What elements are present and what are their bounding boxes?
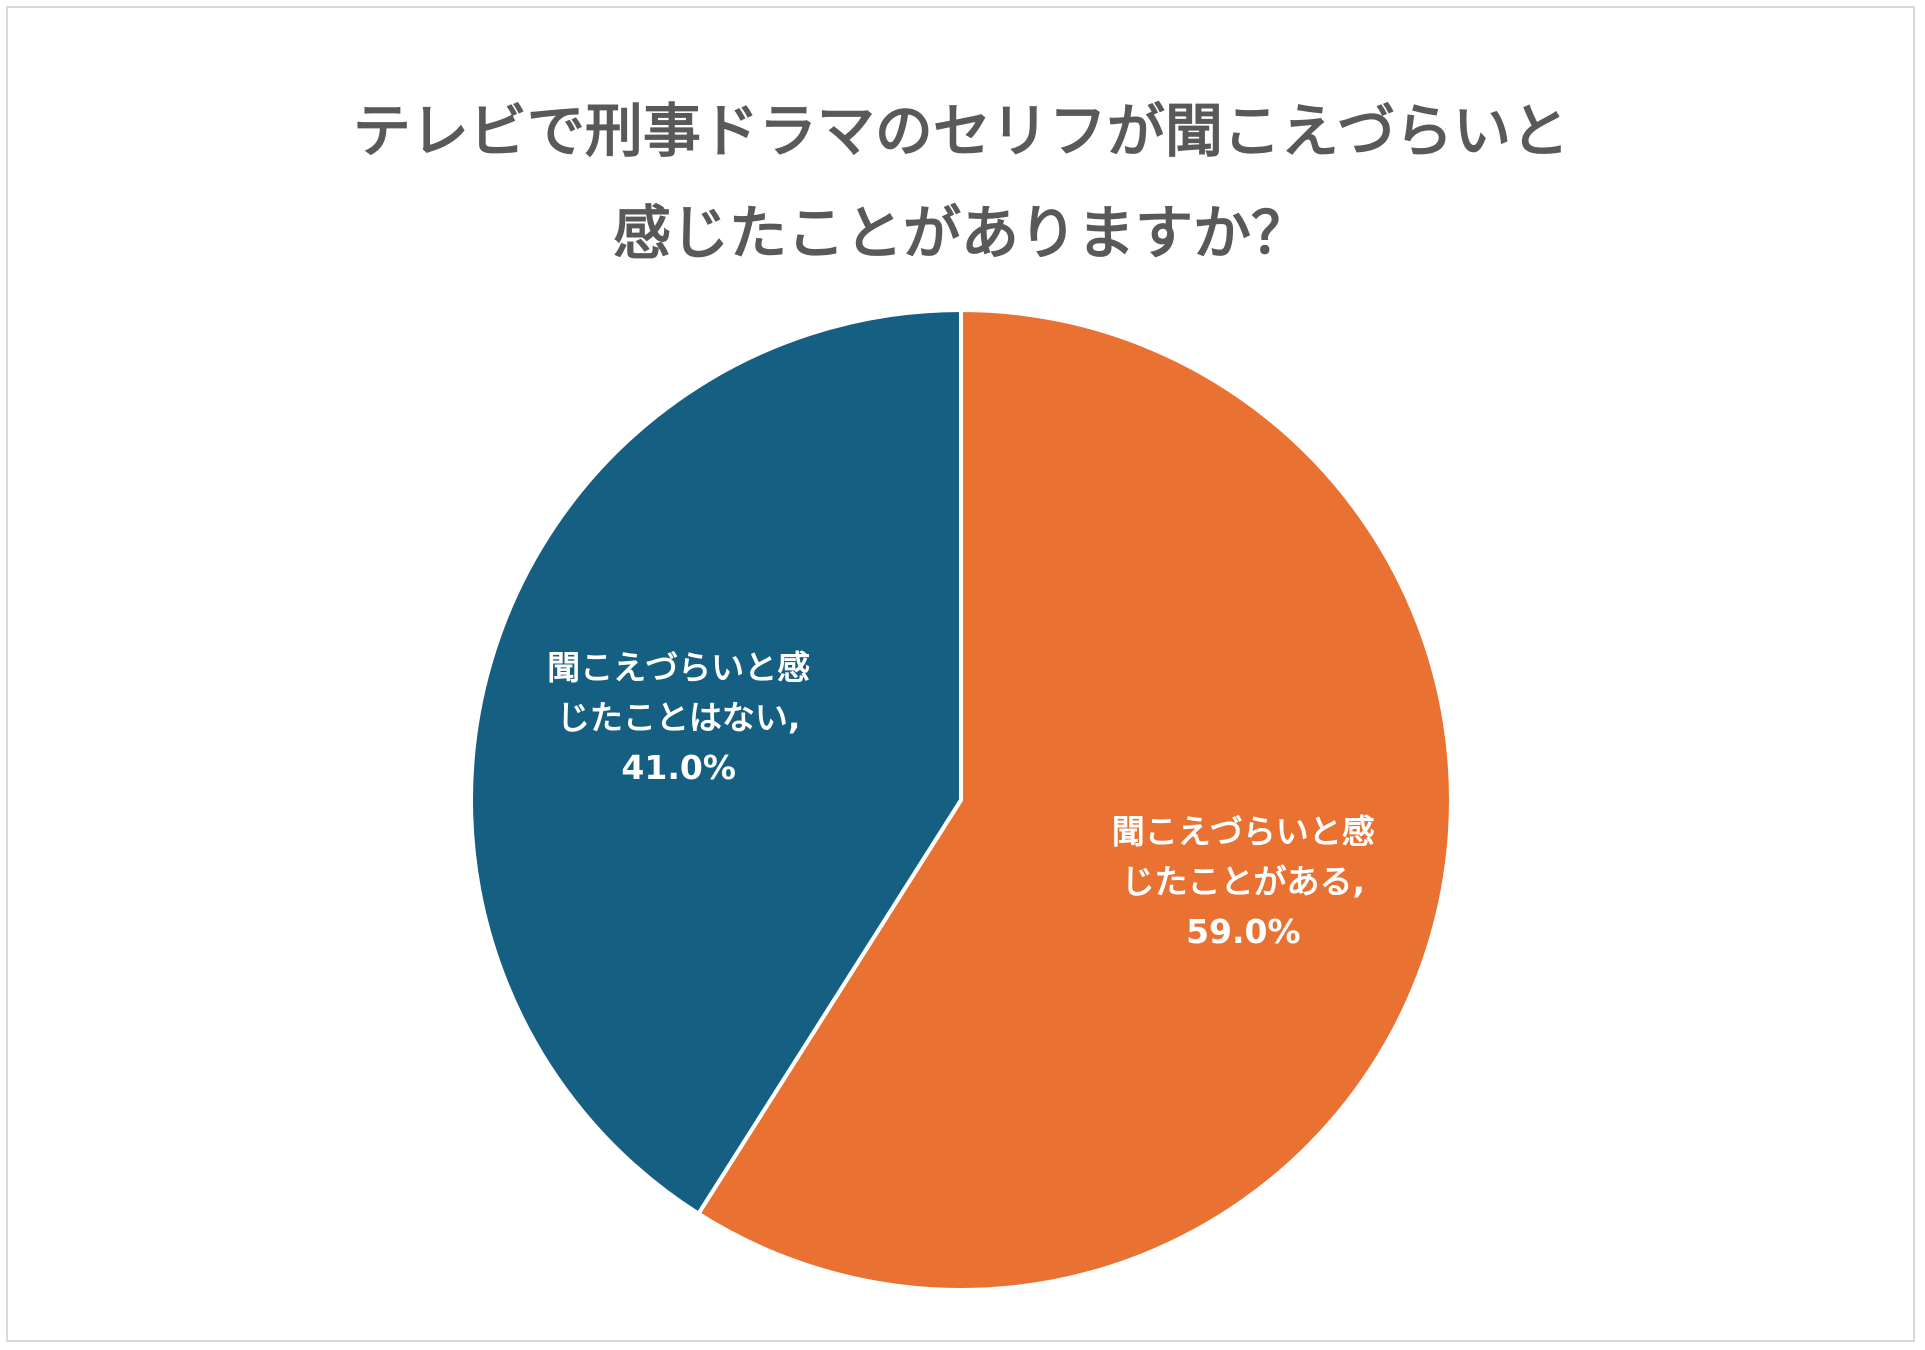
data-label: 聞こえづらいと感じたことがある 59.0% xyxy=(1098,807,1388,957)
pie-slice xyxy=(696,308,1454,1292)
chart-frame xyxy=(6,6,1915,1342)
category-label: 聞こえづらいと感じたことはない xyxy=(547,648,810,737)
chart-title: テレビで刑事ドラマのセリフが聞こえづらいと感じたことがありますか？ xyxy=(352,97,1570,267)
category-label: 聞こえづらいと感じたことがある xyxy=(1112,812,1375,901)
value-label: 59.0% xyxy=(1186,912,1301,952)
pie-slice xyxy=(469,308,963,1216)
value-label: 41.0% xyxy=(621,747,736,787)
data-label: 聞こえづらいと感じたことはない 41.0% xyxy=(534,643,824,793)
